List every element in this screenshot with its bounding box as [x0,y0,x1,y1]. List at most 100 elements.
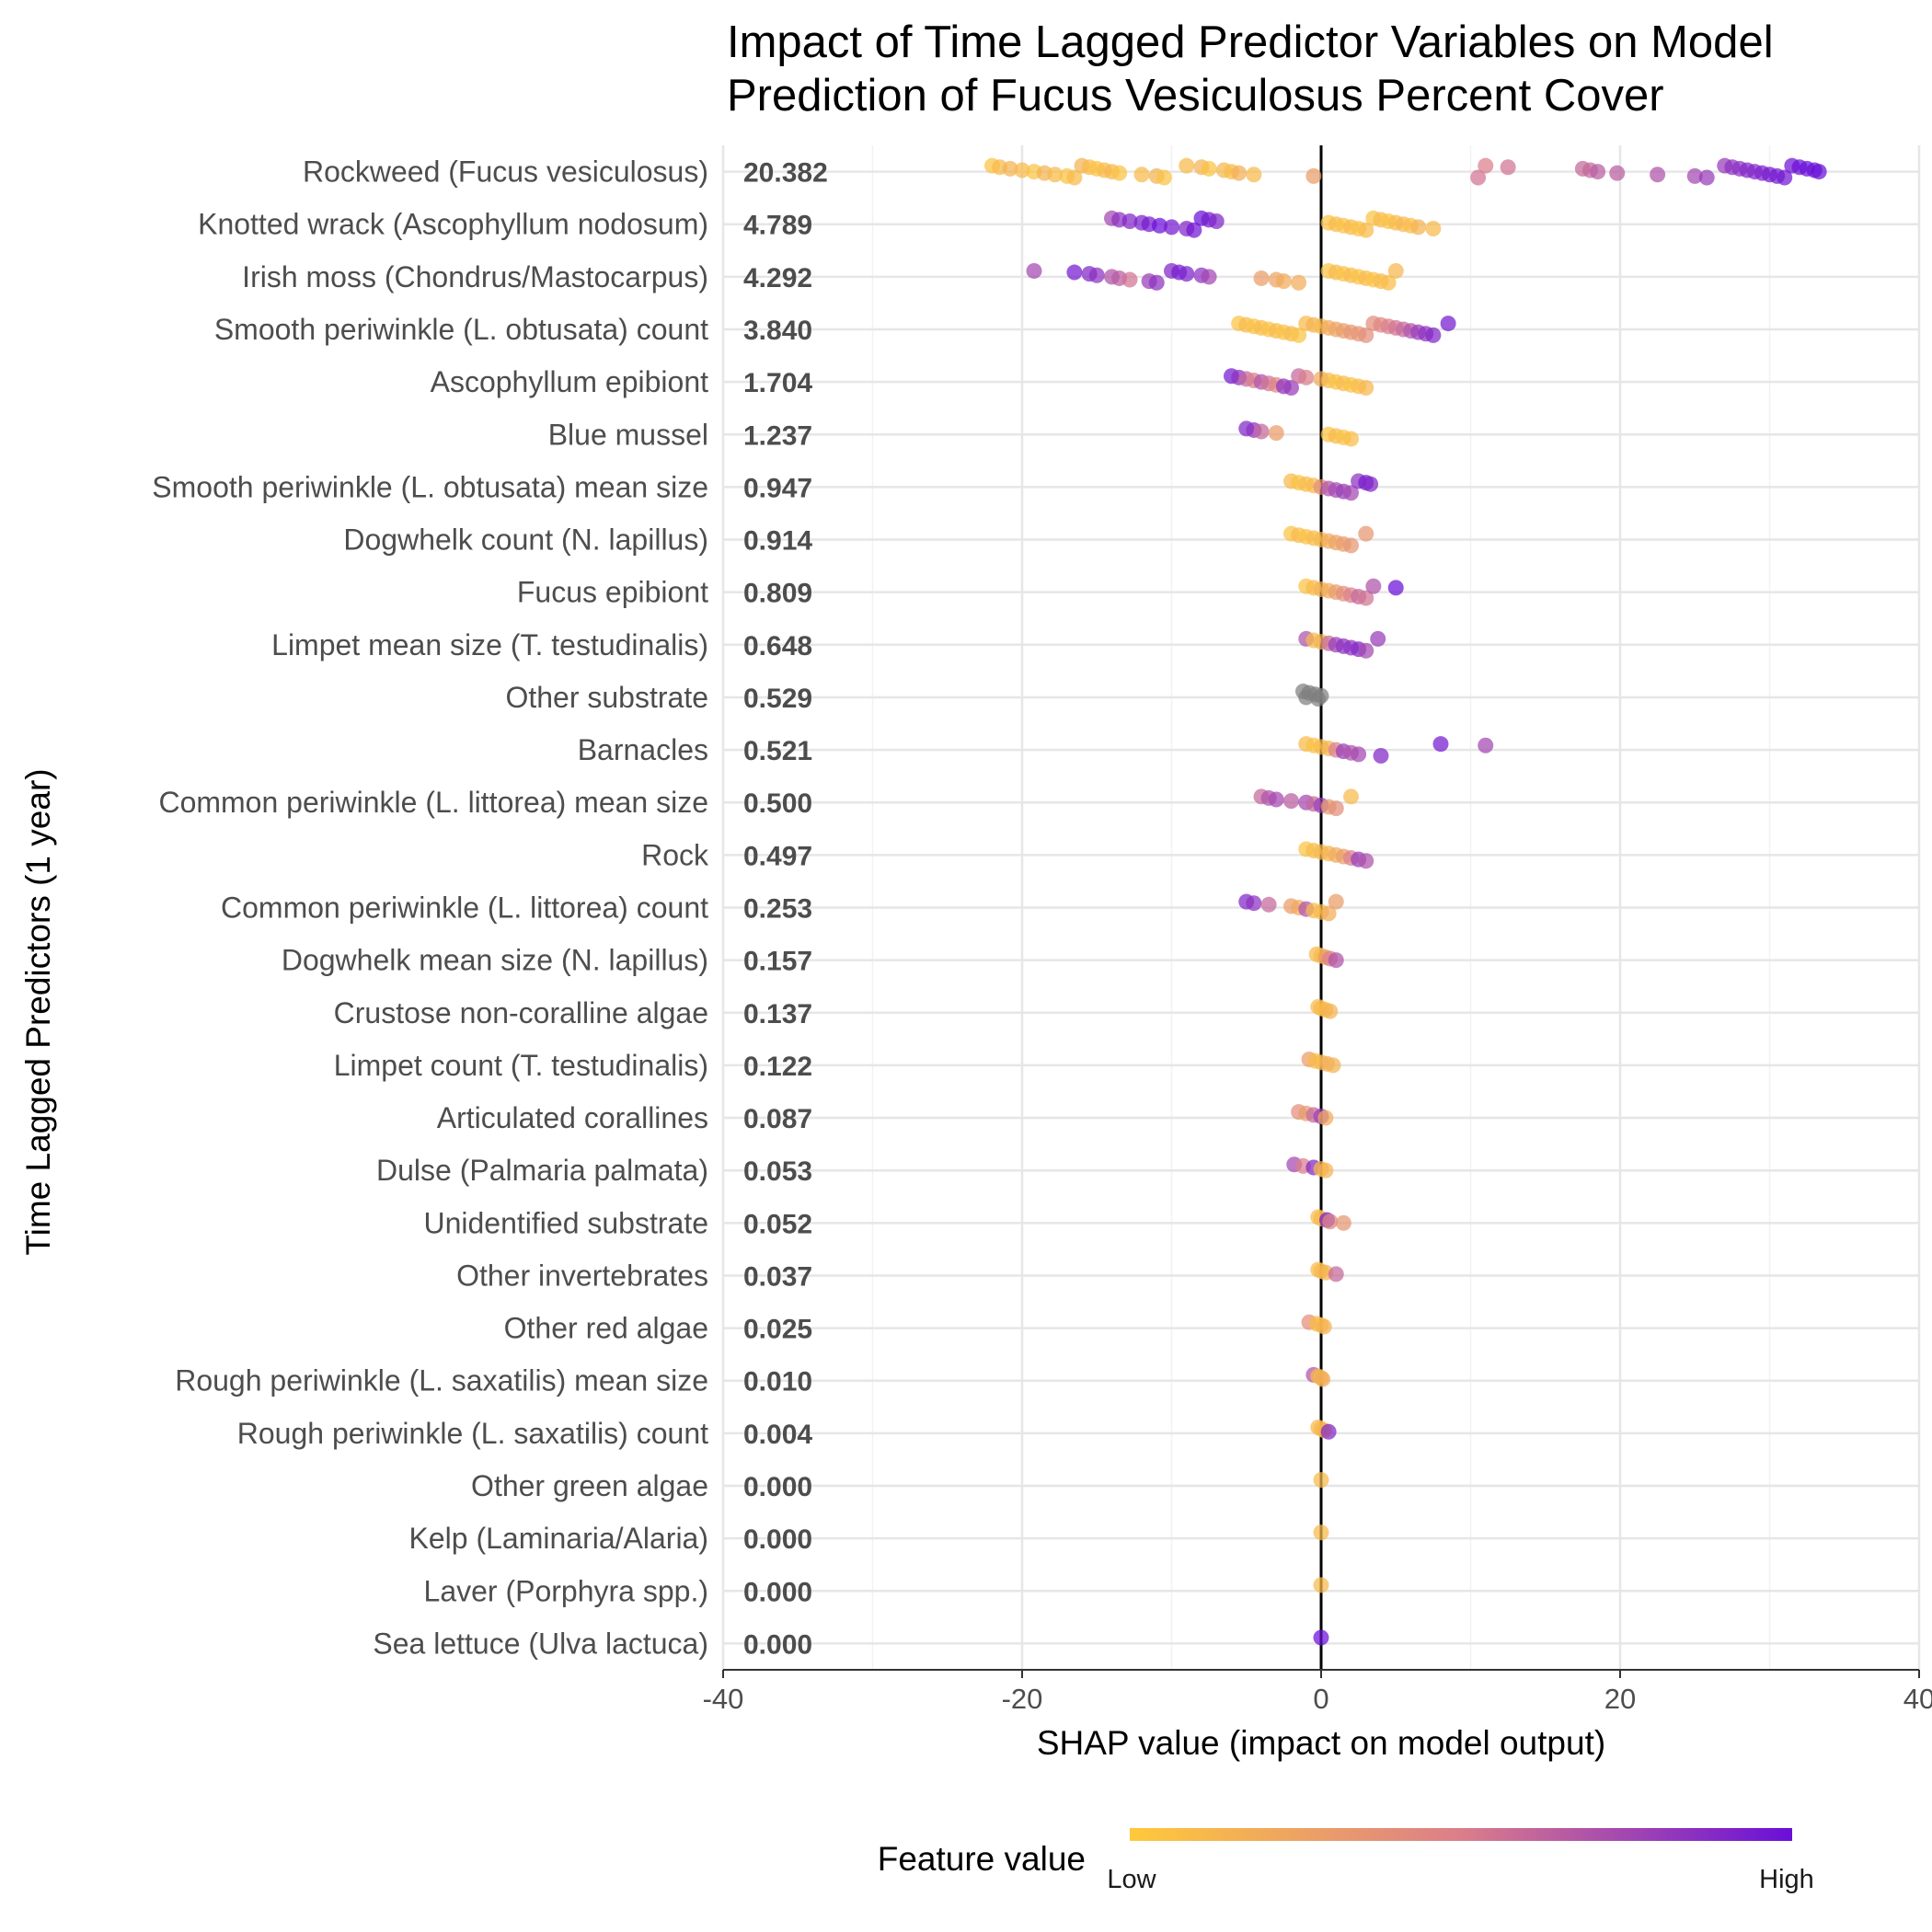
shap-point [1313,1629,1329,1646]
shap-point [1283,793,1299,810]
shap-point [1111,165,1128,181]
shap-point [1253,423,1270,440]
shap-point [1313,1472,1329,1489]
importance-value: 0.521 [743,736,812,766]
shap-point [1425,221,1442,237]
feature-label: Blue mussel [548,418,708,451]
x-axis-ticks: -40 -20 0 20 40 [703,1669,1932,1715]
shap-point [1478,157,1494,174]
importance-value: 0.809 [743,579,812,609]
importance-labels: 20.382 4.789 4.292 3.840 1.704 1.237 0.947 0.91… [743,158,828,1661]
shap-point [1002,160,1018,177]
shap-point [1305,167,1322,184]
importance-value: 0.000 [743,1629,812,1660]
shap-point [1328,800,1344,817]
x-tick-label: 0 [1313,1683,1328,1715]
importance-value: 0.052 [743,1209,812,1239]
importance-value: 0.087 [743,1104,812,1134]
shap-point [1432,736,1449,753]
shap-point [1358,380,1374,397]
legend-title: Feature value [878,1840,1086,1878]
x-tick-label: 20 [1604,1683,1636,1715]
importance-value: 1.237 [743,420,812,451]
x-tick-label: -40 [703,1683,744,1715]
shap-point [1275,273,1292,290]
feature-labels: Rockweed (Fucus vesiculosus) Knotted wrac… [152,155,709,1661]
shap-point [1121,213,1138,230]
importance-value: 0.529 [743,684,812,714]
shap-point [1014,162,1030,178]
feature-label: Sea lettuce (Ulva lactuca) [373,1627,708,1660]
x-tick-label: -20 [1002,1683,1043,1715]
shap-point [1291,274,1307,291]
shap-point [1066,169,1083,186]
shap-point [1298,369,1315,385]
shap-point [1201,160,1217,177]
legend-high-label: High [1759,1865,1814,1894]
feature-label: Laver (Porphyra spp.) [424,1574,708,1607]
feature-label: Rough periwinkle (L. saxatilis) mean siz… [175,1364,708,1397]
shap-point [1470,169,1487,186]
shap-point [1291,327,1307,343]
shap-point [1328,1266,1344,1282]
chart-title-line-1: Impact of Time Lagged Predictor Variable… [727,17,1774,67]
shap-point [1370,630,1386,647]
shap-point [1358,642,1374,659]
shap-point [1246,167,1262,183]
shap-point [1387,262,1404,279]
shap-point [1343,485,1359,501]
importance-value: 0.004 [743,1420,812,1450]
shap-point [1478,737,1494,753]
feature-label: Other red algae [504,1312,708,1345]
feature-label: Smooth periwinkle (L. obtusata) mean siz… [152,470,708,503]
shap-point [1316,1318,1332,1335]
feature-label: Dogwhelk mean size (N. lapillus) [282,944,708,977]
importance-value: 0.497 [743,841,812,871]
shap-point [1320,905,1337,922]
legend-low-label: Low [1107,1865,1156,1894]
feature-label: Barnacles [578,733,708,766]
shap-point [1686,167,1703,184]
importance-value: 0.253 [743,894,812,925]
shap-point [1156,169,1172,186]
feature-label: Unidentified substrate [423,1206,708,1239]
feature-label: Dulse (Palmaria palmata) [376,1154,708,1187]
shap-point [1698,169,1715,186]
shap-point [1179,266,1195,282]
shap-point [1208,213,1225,230]
shap-point [1313,1524,1329,1541]
shap-point [1500,159,1516,176]
shap-point [1358,525,1374,542]
shap-point [1268,425,1284,442]
shap-point [1026,262,1042,279]
shap-point [1365,578,1382,594]
feature-label: Limpet count (T. testudinalis) [334,1049,708,1082]
legend-color-bar [1130,1828,1792,1841]
feature-label: Ascophyllum epibiont [431,365,709,398]
shap-point [1777,169,1793,186]
shap-point [1358,222,1374,238]
shap-point [1310,691,1327,707]
shap-point [1201,269,1217,285]
color-legend: Feature value Low High [878,1828,1814,1894]
shap-point [1047,167,1064,183]
importance-value: 0.157 [743,947,812,977]
shap-point [1317,1110,1334,1126]
shap-point [1313,1577,1329,1593]
shap-point [1650,167,1666,183]
importance-value: 4.292 [743,263,812,293]
x-axis-title: SHAP value (impact on model output) [1037,1724,1605,1762]
feature-label: Dogwhelk count (N. lapillus) [343,523,708,557]
shap-point [1152,217,1167,234]
feature-label: Common periwinkle (L. littorea) mean siz… [158,786,708,819]
shap-point [1335,1214,1351,1231]
feature-label: Rough periwinkle (L. saxatilis) count [237,1417,708,1450]
importance-value: 0.137 [743,999,812,1029]
shap-point [1609,165,1626,181]
feature-label: Common periwinkle (L. littorea) count [221,891,708,925]
feature-label: Knotted wrack (Ascophyllum nodosum) [198,208,708,241]
shap-point [1231,165,1248,181]
importance-value: 0.648 [743,631,812,661]
importance-value: 0.000 [743,1472,812,1502]
